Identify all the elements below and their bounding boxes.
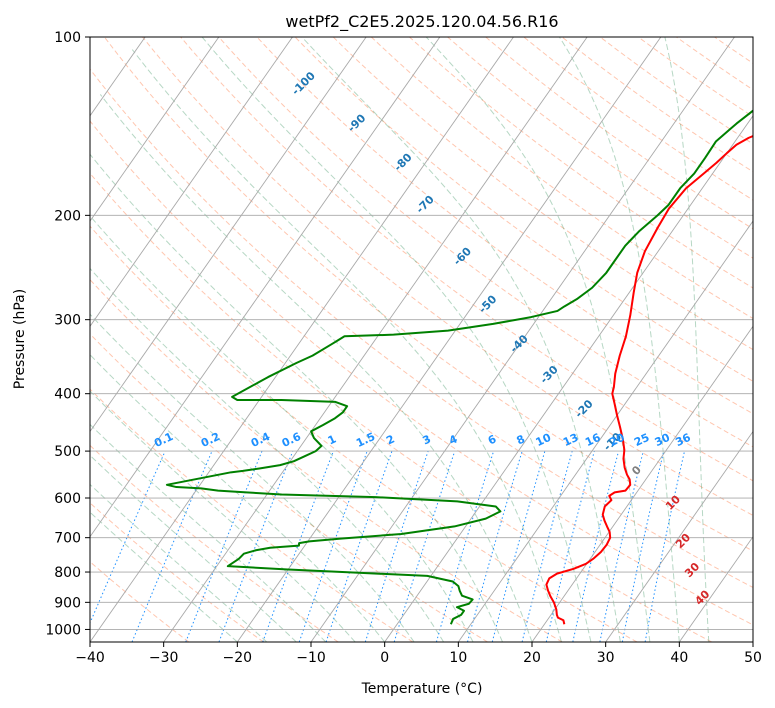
moist-adiabat	[90, 215, 474, 642]
isotherm-line	[531, 325, 753, 642]
x-tick-label: 50	[744, 650, 762, 666]
moist-adiabat	[90, 423, 327, 642]
dry-adiabat	[370, 37, 753, 320]
y-tick-label: 1000	[45, 622, 81, 638]
plot-area: -100-90-80-70-60-50-40-30-20-10010203040…	[45, 30, 762, 666]
y-tick-label: 300	[54, 313, 81, 329]
mixing-ratio-label: 36	[673, 431, 693, 449]
moist-adiabat	[90, 483, 268, 642]
mixing-ratio-line	[364, 450, 429, 642]
y-axis-label: Pressure (hPa)	[12, 289, 28, 389]
isotherm-line	[90, 37, 367, 433]
mixing-ratio-label: 25	[632, 431, 651, 449]
moist-adiabat	[664, 37, 710, 642]
mixing-ratio-line	[599, 450, 644, 642]
moist-adiabat	[90, 354, 386, 642]
mixing-ratio-line	[90, 450, 166, 625]
dry-adiabat	[90, 278, 563, 642]
x-tick-label: −40	[75, 650, 105, 666]
x-tick-label: −20	[223, 650, 253, 666]
mixing-ratio-line	[298, 450, 368, 642]
y-tick-label: 800	[54, 565, 81, 581]
dry-adiabat	[142, 37, 753, 517]
x-tick-label: −30	[149, 650, 179, 666]
moist-adiabat	[99, 94, 533, 642]
plot-clip-group	[90, 37, 753, 642]
dewpoint-profile	[165, 109, 753, 625]
moist-adiabat	[90, 511, 238, 642]
mixing-ratio-line	[262, 450, 334, 642]
mixing-ratio-line	[572, 450, 620, 642]
mixing-ratio-label: 16	[583, 431, 603, 449]
y-tick-label: 200	[54, 208, 81, 224]
y-tick-label: 400	[54, 387, 81, 403]
chart-title: wetPf2_C2E5.2025.120.04.56.R16	[285, 12, 558, 32]
dry-adiabat	[90, 68, 753, 589]
x-tick-label: 10	[449, 650, 467, 666]
mixing-ratio-line	[545, 450, 595, 642]
y-tick-label: 600	[54, 491, 81, 507]
moist-adiabat	[301, 37, 621, 642]
y-tick-label: 900	[54, 595, 81, 611]
moist-adiabat	[90, 313, 415, 642]
isotherm-line	[163, 37, 588, 642]
dry-adiabat	[90, 561, 190, 642]
dry-adiabat	[104, 37, 753, 552]
mixing-ratio-line	[218, 450, 294, 642]
moist-adiabat	[131, 49, 562, 642]
moist-adiabat	[559, 37, 680, 642]
plot-frame	[89, 36, 754, 643]
mixing-ratio-line	[185, 450, 263, 642]
x-tick-label: −10	[296, 650, 326, 666]
x-tick-label: 20	[523, 650, 541, 666]
mixing-ratio-label: 10	[534, 431, 554, 449]
mixing-ratio-label: 20	[607, 431, 627, 449]
dry-adiabat	[180, 37, 753, 482]
mixing-ratio-line	[325, 450, 393, 642]
dry-adiabat	[90, 172, 712, 642]
dry-adiabat	[294, 37, 753, 382]
isotherm-line	[457, 220, 753, 642]
dry-adiabat	[90, 120, 753, 626]
y-tick-label: 100	[54, 30, 81, 46]
isotherm-line	[90, 37, 514, 642]
moist-adiabat	[90, 390, 356, 642]
dry-adiabat	[90, 333, 488, 642]
dry-adiabat	[218, 37, 753, 448]
isotherm-line	[90, 37, 441, 538]
mixing-ratio-line	[435, 450, 495, 642]
moist-adiabat	[201, 37, 592, 642]
y-tick-label: 500	[54, 444, 81, 460]
mixing-ratio-line	[467, 450, 523, 642]
isotherm-line	[310, 37, 735, 642]
moist-adiabat	[90, 153, 503, 642]
mixing-ratio-label: 13	[561, 431, 580, 449]
isotherm-line	[384, 115, 753, 642]
y-tick-label: 700	[54, 531, 81, 547]
moist-adiabat	[90, 267, 445, 642]
isotherm-line	[678, 535, 753, 642]
isotherm-line	[90, 37, 220, 222]
isotherm-line	[605, 430, 753, 642]
x-tick-label: 0	[380, 650, 389, 666]
x-axis-label: Temperature (°C)	[361, 681, 483, 697]
x-tick-label: 40	[670, 650, 688, 666]
temperature-profile	[545, 135, 753, 625]
isotherm-line	[90, 37, 293, 328]
mixing-ratio-line	[521, 450, 573, 642]
mixing-ratio-line	[131, 450, 213, 642]
dry-adiabat	[332, 37, 753, 351]
mixing-ratio-label: 30	[653, 431, 673, 449]
x-tick-label: 30	[597, 650, 615, 666]
